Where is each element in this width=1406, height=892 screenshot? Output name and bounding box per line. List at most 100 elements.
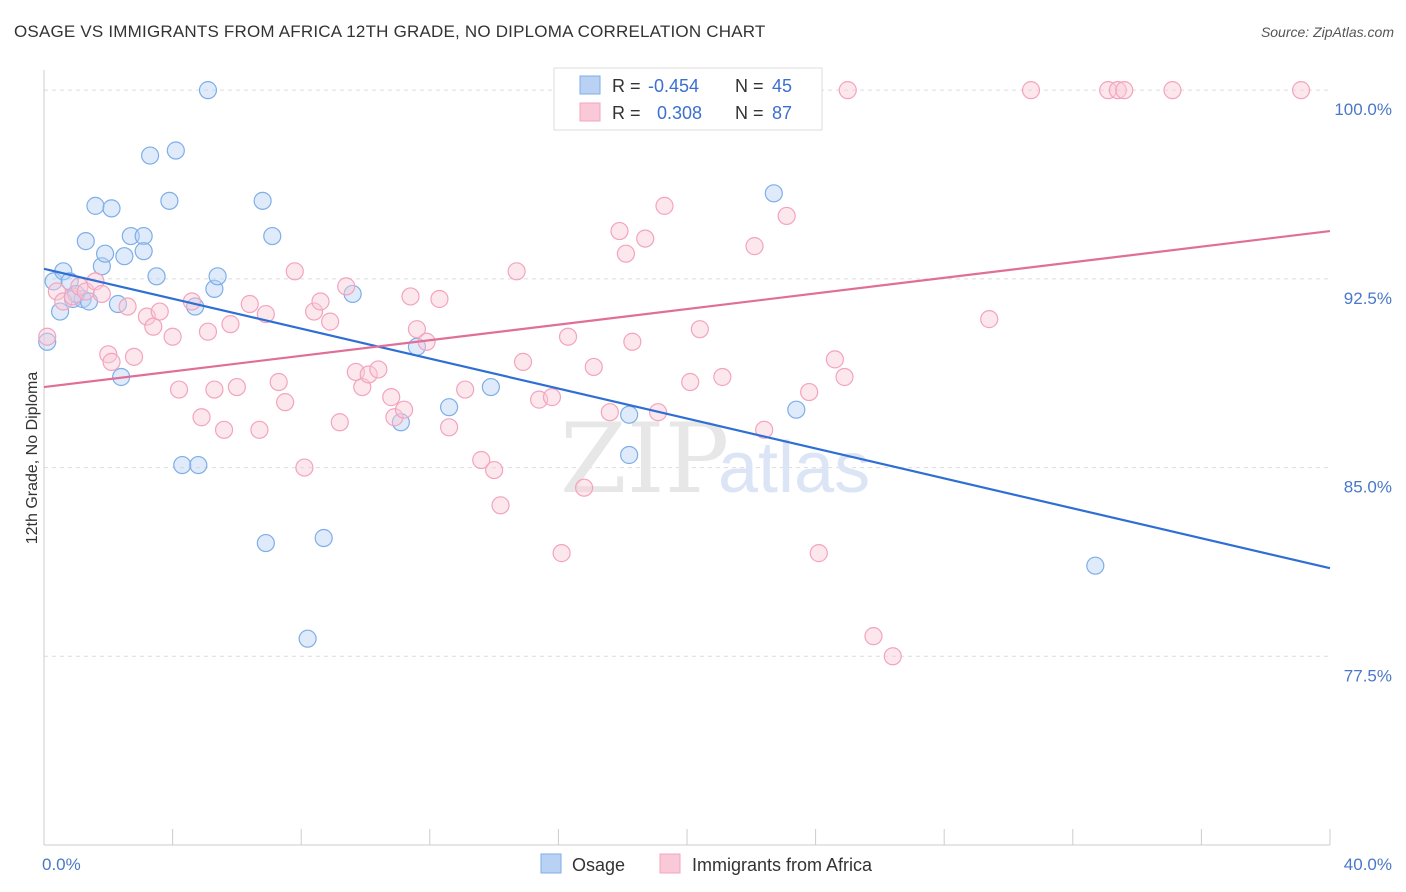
- legend-r-label: R =: [612, 103, 641, 123]
- osage-point: [787, 400, 806, 419]
- africa-point: [825, 350, 844, 369]
- legend-n-value: 45: [772, 76, 792, 96]
- africa-point: [430, 289, 449, 309]
- osage-point: [38, 332, 57, 351]
- africa-point: [407, 320, 427, 339]
- legend-swatch-africa: [579, 102, 601, 122]
- osage-point: [256, 533, 275, 553]
- legend-n-label: N =: [735, 103, 764, 123]
- x-tick-label-max: 40.0%: [1344, 855, 1392, 874]
- bottom-legend-swatch-osage: [540, 853, 562, 874]
- osage-point: [1086, 556, 1105, 575]
- watermark-atlas: atlas: [718, 428, 870, 508]
- africa-point: [584, 357, 603, 377]
- osage-point: [343, 284, 362, 304]
- africa-point: [980, 310, 999, 329]
- africa-point: [491, 496, 510, 515]
- africa-point: [359, 365, 378, 384]
- africa-point: [240, 294, 259, 314]
- africa-point: [575, 478, 594, 497]
- africa-point: [600, 403, 619, 422]
- africa-point: [681, 372, 700, 392]
- africa-point: [456, 380, 475, 399]
- y-tick-label: 92.5%: [1344, 289, 1392, 308]
- africa-point: [755, 420, 774, 439]
- source-label: Source: ZipAtlas.com: [1260, 24, 1394, 40]
- osage-point: [198, 81, 218, 100]
- africa-point: [369, 360, 388, 379]
- osage-point: [620, 405, 639, 424]
- africa-point: [883, 647, 902, 666]
- osage-point: [263, 226, 282, 246]
- osage-point: [620, 445, 639, 465]
- y-tick-labels: 77.5% 85.0% 92.5% 100.0%: [1334, 100, 1392, 685]
- africa-point: [163, 327, 182, 346]
- bottom-legend-label-africa: Immigrants from Africa: [692, 855, 873, 875]
- africa-point: [558, 327, 578, 346]
- osage-point: [76, 232, 95, 251]
- watermark: ZIP atlas: [560, 403, 870, 515]
- africa-point: [38, 327, 57, 346]
- legend-box: R = -0.454 N = 45 R = 0.308 N = 87: [553, 67, 823, 131]
- africa-point: [1291, 81, 1311, 100]
- africa-point: [198, 322, 218, 341]
- africa-point: [713, 367, 732, 387]
- chart-title: OSAGE VS IMMIGRANTS FROM AFRICA 12TH GRA…: [14, 22, 766, 41]
- africa-point: [250, 420, 269, 439]
- legend-n-label: N =: [735, 76, 764, 96]
- y-axis-label: 12th Grade, No Diploma: [24, 372, 41, 545]
- africa-point: [295, 458, 314, 477]
- data-points: [38, 81, 1311, 666]
- africa-point: [616, 244, 636, 263]
- gridlines: [44, 89, 1330, 657]
- osage-point: [314, 528, 333, 548]
- osage-trend-line: [43, 267, 1331, 570]
- osage-point: [134, 242, 153, 261]
- osage-point: [147, 267, 166, 286]
- watermark-zip: ZIP: [560, 403, 729, 515]
- legend-swatch-osage: [579, 75, 601, 95]
- africa-point: [835, 367, 854, 387]
- africa-point: [1115, 81, 1134, 100]
- africa-point: [169, 380, 189, 399]
- africa-point: [382, 388, 401, 407]
- africa-point: [92, 284, 111, 304]
- africa-point: [1163, 81, 1182, 100]
- osage-point: [253, 191, 272, 210]
- osage-point: [50, 302, 70, 321]
- osage-point: [140, 146, 160, 165]
- africa-point: [144, 317, 163, 336]
- africa-point: [1021, 81, 1041, 100]
- africa-point: [394, 400, 414, 419]
- trend-lines: [43, 229, 1331, 570]
- osage-point: [160, 191, 179, 210]
- africa-point: [655, 196, 674, 215]
- africa-point: [330, 413, 349, 432]
- africa-point: [1108, 81, 1127, 100]
- africa-point: [552, 544, 571, 563]
- africa-point: [690, 320, 709, 339]
- bottom-legend: Osage Immigrants from Africa: [540, 853, 873, 875]
- osage-point: [86, 196, 105, 215]
- bottom-legend-label-osage: Osage: [572, 855, 625, 875]
- africa-point: [102, 352, 121, 371]
- osage-point: [439, 398, 459, 417]
- africa-point: [542, 388, 562, 407]
- africa-point: [311, 292, 330, 311]
- africa-point: [205, 380, 224, 399]
- africa-trend-line: [43, 229, 1331, 389]
- africa-point: [276, 393, 295, 412]
- legend-r-value: 0.308: [657, 103, 702, 123]
- osage-point: [121, 226, 140, 246]
- africa-point: [321, 312, 340, 331]
- africa-point: [124, 347, 144, 366]
- x-tick-labels: 0.0% 40.0%: [42, 855, 1392, 874]
- africa-point: [221, 315, 240, 334]
- africa-point: [800, 382, 819, 402]
- africa-point: [118, 297, 137, 316]
- osage-point: [189, 455, 208, 475]
- africa-point: [54, 292, 73, 311]
- africa-point: [777, 206, 796, 226]
- y-tick-label: 77.5%: [1344, 666, 1392, 685]
